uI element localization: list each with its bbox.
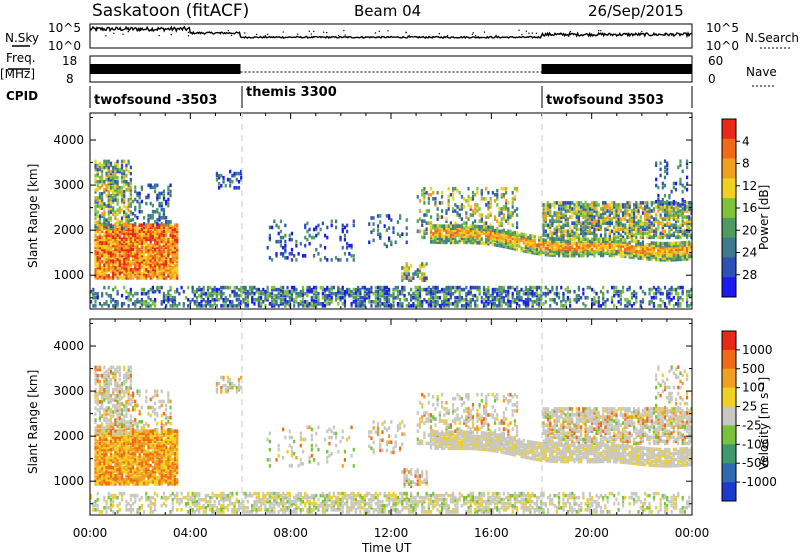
velocity-ylabel: Slant Range [km] [26,370,40,474]
x-tick-label: 08:00 [273,526,308,540]
velocity-yticks: 1000 2000 3000 4000 [53,323,692,505]
colorbar-tick-label: -100 [742,437,769,451]
cpid-entry-1: twofsound -3503 [94,93,217,108]
velocity-cells [90,365,693,514]
nave-tick-bottom: 0 [708,72,716,86]
date-title: 26/Sep/2015 [588,2,684,20]
colorbar-tick-label: 1000 [742,343,773,357]
colorbar-tick-label: -1000 [742,475,777,489]
colorbar-tick-label: -500 [742,456,769,470]
cpid-entry-3: twofsound 3503 [546,93,664,108]
colorbar-tick-label: 100 [742,381,765,395]
freq-tick-top: 18 [62,54,77,68]
y-tick-label: 3000 [53,384,84,398]
y-tick-label: 2000 [53,429,84,443]
velocity-panel: 1000 2000 3000 4000 Slant Range [km] [26,318,693,516]
noise-panel: N.Sky 10^5 10^0 10^5 10^0 N.Search [5,21,799,53]
x-tick-label: 16:00 [474,526,509,540]
y-tick-label: 1000 [53,268,84,282]
power-cells [90,159,693,308]
power-yticks: 1000 2000 3000 4000 [53,117,692,299]
nsky-label: N.Sky [5,31,39,45]
power-ylabel: Slant Range [km] [26,164,40,268]
nsky-tick-top: 10^5 [48,21,81,35]
x-tick-label: 04:00 [173,526,208,540]
nsearch-label: N.Search [745,31,799,45]
x-tick-label: 20:00 [574,526,609,540]
power-colorbar: 28 24 20 16 12 8 4 [721,118,757,298]
cpid-entry-2: themis 3300 [246,85,337,100]
power-cbar-label: Power [dB] [757,185,771,250]
power-xticks [89,113,693,309]
power-panel: 1000 2000 3000 4000 Slant Range [km] [26,112,693,310]
y-tick-label: 2000 [53,223,84,237]
colorbar-tick-label: 4 [742,134,750,148]
y-tick-label: 1000 [53,474,84,488]
y-tick-label: 4000 [53,339,84,353]
freq-tick-bottom: 8 [66,72,74,86]
velocity-cbar-label: Velocity [m s⁻¹] [757,377,771,470]
x-axis-label: Time UT [361,541,412,554]
freq-label: Freq. [6,51,36,65]
colorbar-tick-label: 28 [742,268,757,282]
colorbar-tick-label: 24 [742,246,757,260]
freq-trace [90,64,692,74]
nsearch-tick-top: 10^5 [706,21,739,35]
colorbar-tick-label: 12 [742,179,757,193]
colorbar-tick-label: 16 [742,201,757,215]
noise-trace [89,25,693,40]
colorbar-tick-label: 25 [742,400,757,414]
velocity-xticks [89,319,693,515]
nave-label: Nave [746,65,777,79]
cpid-label: CPID [6,89,38,103]
colorbar-tick-label: -25 [742,418,762,432]
freq-unit-label: [MHz] [0,67,35,81]
nave-tick-top: 60 [708,54,723,68]
colorbar-tick-label: 20 [742,223,757,237]
y-tick-label: 4000 [53,133,84,147]
frequency-panel: Freq. [MHz] 18 8 60 0 Nave [0,51,777,87]
radar-title: Saskatoon (fitACF) [92,1,249,21]
x-tick-labels: 00:00 04:00 08:00 12:00 16:00 20:00 00:00 [73,526,710,540]
x-tick-label: 00:00 [73,526,108,540]
beam-title: Beam 04 [354,2,421,20]
x-tick-label: 12:00 [374,526,409,540]
nsearch-tick-bottom: 10^0 [706,39,739,53]
cpid-strip: CPID twofsound -3503 themis 3300 twofsou… [6,85,693,108]
x-tick-label: 00:00 [675,526,710,540]
velocity-colorbar: -1000 -500 -100 -25 25 100 500 1000 [721,330,777,502]
colorbar-tick-label: 500 [742,362,765,376]
colorbar-tick-label: 8 [742,157,750,171]
y-tick-label: 3000 [53,178,84,192]
nsky-tick-bottom: 10^0 [48,39,81,53]
